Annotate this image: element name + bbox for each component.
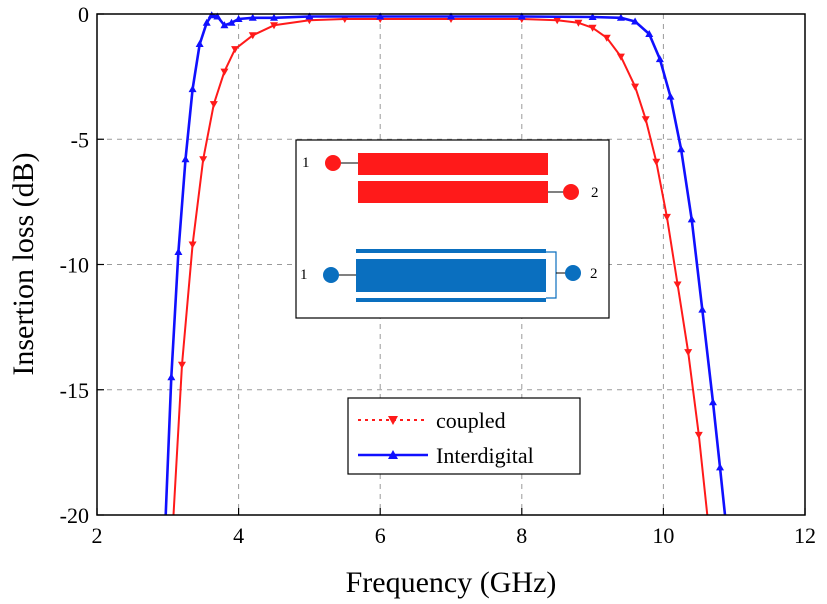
interdigital-port-1-label: 1 [300,267,308,283]
data-point-interdigital [517,12,526,20]
interdigital-port-2 [565,265,581,281]
legend-coupled-marker [388,416,398,425]
data-point-interdigital [207,11,216,19]
interdigital-port-1 [323,267,339,283]
data-point-coupled [673,281,682,289]
data-point-coupled [270,22,278,30]
y-tick-label: -15 [60,378,89,403]
data-point-coupled [248,32,257,40]
data-point-coupled [220,68,229,76]
legend-interdigital-label: Interdigital [436,443,534,468]
data-point-interdigital [174,247,183,255]
x-tick-label: 12 [794,523,816,548]
data-point-interdigital [248,13,257,21]
data-point-interdigital [447,12,455,20]
legend-interdigital-marker [388,450,398,459]
interdigital-strip-top [356,249,546,253]
data-point-coupled [616,53,625,61]
data-point-coupled [553,17,562,25]
legend-frame [347,397,581,475]
inset-schematic: 1 2 1 2 [295,139,610,319]
coupled-strip-bottom [358,181,548,203]
y-tick-label: -10 [60,253,89,278]
coupled-strip-top [358,153,548,175]
data-point-interdigital [188,85,197,93]
coupled-port-2 [563,184,579,200]
data-point-coupled [694,431,703,439]
y-axis-title: Insertion loss (dB) [7,152,40,375]
legend: coupled Interdigital [347,397,581,475]
interdigital-right-bracket [546,251,557,299]
data-point-interdigital [227,18,236,26]
data-point-coupled [177,361,186,369]
data-point-interdigital [305,12,314,20]
interdigital-schematic: 1 2 [300,249,598,302]
y-tick-label: -20 [60,503,89,528]
x-tick-label: 6 [375,523,386,548]
plot-area [164,11,727,516]
coupled-port-1-label: 1 [302,155,310,171]
data-point-interdigital [708,398,717,406]
data-point-coupled [574,19,583,27]
data-point-interdigital [234,15,243,23]
data-point-interdigital [687,215,696,223]
coupled-port-2-label: 2 [591,185,599,201]
coupled-schematic: 1 2 [302,153,599,203]
legend-coupled-label: coupled [436,408,506,433]
data-point-coupled [662,213,671,221]
interdigital-port-2-label: 2 [590,266,598,282]
x-tick-label: 10 [652,523,674,548]
data-point-interdigital [167,373,176,381]
data-point-interdigital [716,463,725,471]
data-point-coupled [199,156,208,164]
data-point-interdigital [195,40,204,48]
y-tick-label: -5 [71,127,89,152]
data-point-coupled [231,46,240,54]
data-point-interdigital [677,145,686,153]
data-point-coupled [588,24,597,32]
data-point-interdigital [698,305,707,313]
data-point-interdigital [645,30,654,38]
data-point-coupled [631,83,640,91]
data-point-interdigital [631,17,640,25]
y-tick-label: 0 [78,2,89,27]
x-tick-label: 2 [92,523,103,548]
data-point-interdigital [655,55,664,63]
x-tick-label: 4 [233,523,244,548]
x-axis-title: Frequency (GHz) [346,566,557,599]
data-point-interdigital [220,21,229,29]
data-point-interdigital [616,13,625,21]
data-point-coupled [684,349,693,357]
data-point-interdigital [213,12,222,20]
coupled-port-1 [325,155,341,171]
interdigital-strip-main [356,259,546,292]
data-point-interdigital [376,12,385,20]
data-point-coupled [641,116,650,124]
series-line-interdigital [164,14,727,516]
data-point-interdigital [202,18,211,26]
data-point-interdigital [588,13,597,21]
ticks: 2 4 6 8 10 120-5-10-15-20 [60,2,816,548]
data-point-coupled [602,34,611,42]
data-point-interdigital [666,92,675,100]
data-point-coupled [188,241,197,249]
data-point-coupled [652,158,661,166]
interdigital-strip-bottom [356,298,546,302]
data-point-interdigital [270,13,278,21]
x-tick-label: 8 [516,523,527,548]
data-point-interdigital [181,155,190,163]
data-point-coupled [209,101,218,109]
